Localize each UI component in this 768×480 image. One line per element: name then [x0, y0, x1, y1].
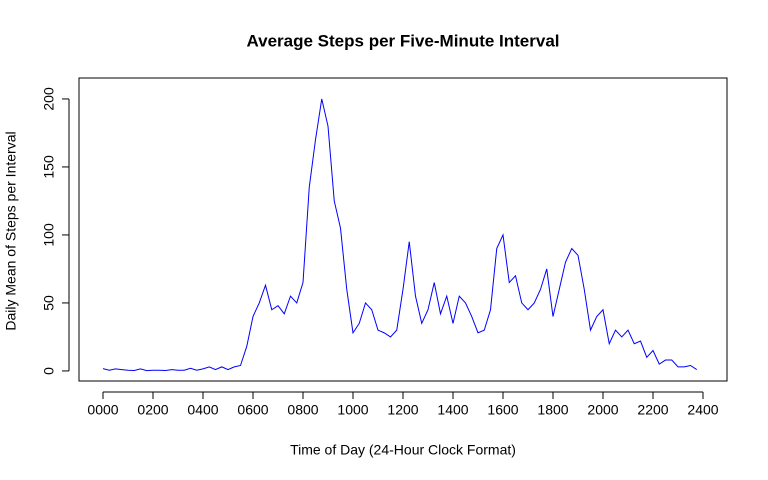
- x-tick-label: 0800: [287, 402, 318, 418]
- x-tick-label: 1400: [437, 402, 468, 418]
- chart-title: Average Steps per Five-Minute Interval: [246, 31, 559, 50]
- x-tick-label: 0200: [137, 402, 168, 418]
- x-tick-label: 2200: [637, 402, 668, 418]
- x-axis-label: Time of Day (24-Hour Clock Format): [290, 442, 516, 458]
- y-tick-label: 100: [41, 223, 57, 247]
- x-tick-label: 0400: [187, 402, 218, 418]
- data-line: [102, 98, 698, 372]
- x-tick-label: 0600: [237, 402, 268, 418]
- x-tick-label: 0000: [87, 402, 118, 418]
- x-tick-label: 1000: [337, 402, 368, 418]
- y-tick-label: 0: [41, 367, 57, 375]
- y-axis-label: Daily Mean of Steps per Interval: [3, 131, 19, 330]
- plot-box: [78, 77, 728, 382]
- x-tick-label: 1200: [387, 402, 418, 418]
- y-tick-label: 50: [41, 295, 57, 311]
- x-tick-label: 2400: [687, 402, 718, 418]
- x-tick-label: 1600: [487, 402, 518, 418]
- y-tick-label: 150: [41, 155, 57, 179]
- x-tick-label: 1800: [537, 402, 568, 418]
- x-tick-label: 2000: [587, 402, 618, 418]
- y-tick-label: 200: [41, 87, 57, 111]
